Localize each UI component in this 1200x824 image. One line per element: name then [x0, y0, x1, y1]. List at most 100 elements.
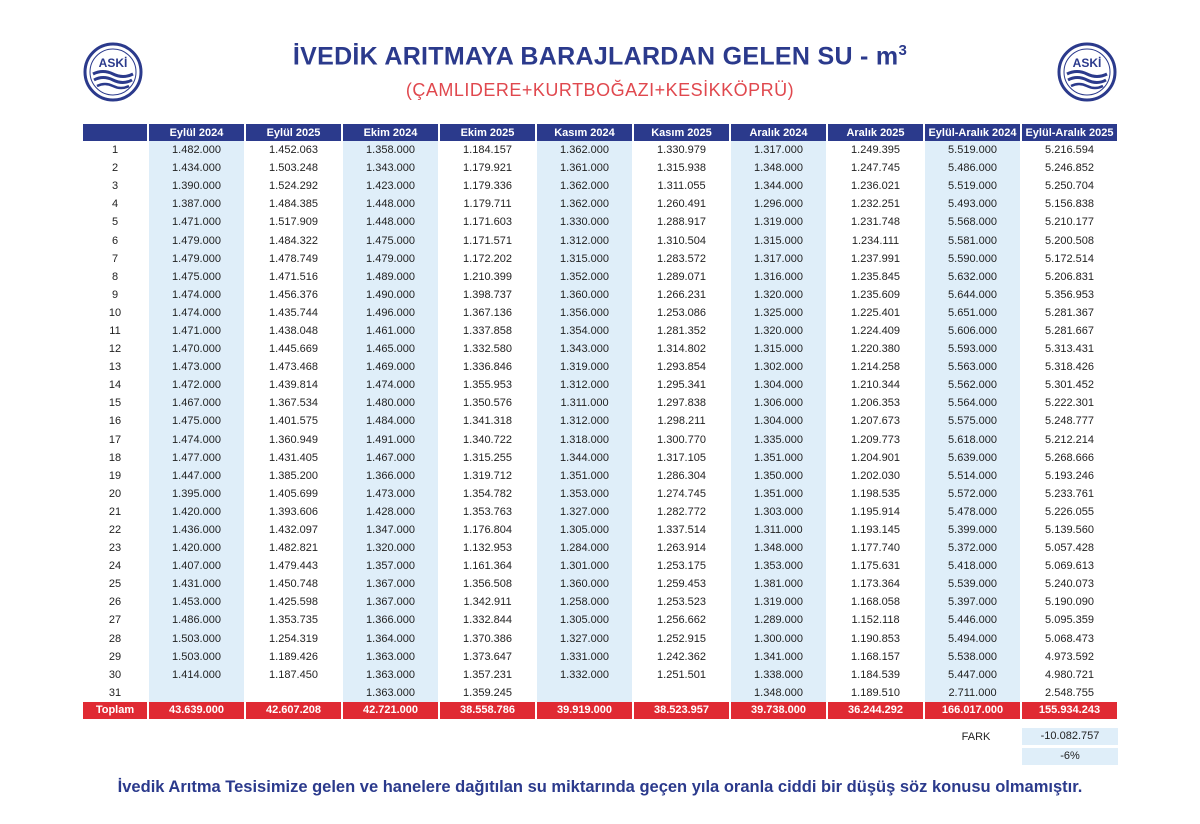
day-cell: 27 — [83, 611, 147, 630]
value-cell: 1.161.364 — [440, 557, 535, 576]
value-cell: 1.398.737 — [440, 285, 535, 304]
value-cell: 1.489.000 — [343, 267, 438, 286]
value-cell: 1.274.745 — [634, 484, 729, 503]
table-row: 17 1.474.000 1.360.949 1.491.000 1.340.722 1.… — [83, 430, 1117, 449]
value-cell: 5.095.359 — [1022, 611, 1117, 630]
value-cell: 5.068.473 — [1022, 629, 1117, 648]
fark-label: FARK — [961, 731, 991, 743]
value-cell: 1.405.699 — [246, 484, 341, 503]
value-cell: 1.434.000 — [149, 159, 244, 178]
value-cell: 5.301.452 — [1022, 376, 1117, 395]
value-cell: 1.304.000 — [731, 376, 826, 395]
value-cell: 5.268.666 — [1022, 448, 1117, 467]
value-cell: 1.517.909 — [246, 213, 341, 232]
value-cell: 5.519.000 — [925, 177, 1020, 196]
value-cell: 1.175.631 — [828, 557, 923, 576]
value-cell: 1.478.749 — [246, 249, 341, 268]
day-cell: 17 — [83, 430, 147, 449]
value-cell: 1.364.000 — [343, 629, 438, 648]
value-cell: 1.360.000 — [537, 575, 632, 594]
value-cell: 1.414.000 — [149, 665, 244, 684]
value-cell: 1.305.000 — [537, 611, 632, 630]
value-cell: 1.210.399 — [440, 267, 535, 286]
value-cell: 1.445.669 — [246, 340, 341, 359]
value-cell: 1.471.516 — [246, 267, 341, 286]
day-cell: 25 — [83, 575, 147, 594]
value-cell: 1.152.118 — [828, 611, 923, 630]
value-cell: 1.470.000 — [149, 340, 244, 359]
value-cell: 1.193.145 — [828, 520, 923, 540]
value-cell: 1.318.000 — [537, 430, 632, 449]
table-row: 8 1.475.000 1.471.516 1.489.000 1.210.399 1.3… — [83, 267, 1117, 286]
column-header: Eylül 2025 — [246, 124, 341, 141]
total-cell: 39.919.000 — [537, 701, 632, 719]
value-cell: 1.350.576 — [440, 394, 535, 413]
value-cell: 1.363.000 — [343, 647, 438, 666]
value-cell: 1.305.000 — [537, 520, 632, 540]
day-cell: 26 — [83, 593, 147, 612]
value-cell: 1.224.409 — [828, 321, 923, 341]
value-cell: 1.482.821 — [246, 539, 341, 558]
total-row: Toplam 43.639.000 42.607.208 42.721.000 38.5… — [83, 701, 1117, 719]
column-header: Ekim 2025 — [440, 124, 535, 141]
value-cell: 1.336.846 — [440, 358, 535, 377]
value-cell: 1.465.000 — [343, 340, 438, 359]
value-cell: 1.190.853 — [828, 629, 923, 648]
day-cell: 9 — [83, 285, 147, 304]
page-subtitle: (ÇAMLIDERE+KURTBOĞAZI+KESİKKÖPRÜ) — [405, 80, 795, 100]
value-cell: 1.343.000 — [537, 340, 632, 359]
value-cell: 1.473.468 — [246, 358, 341, 377]
value-cell: 5.538.000 — [925, 647, 1020, 666]
page-title-text: İVEDİK ARITMAYA BARAJLARDAN GELEN SU - m — [292, 42, 899, 71]
value-cell: 1.172.202 — [440, 249, 535, 268]
total-cell: 39.738.000 — [731, 701, 826, 719]
value-cell: 1.341.318 — [440, 412, 535, 431]
value-cell: 5.606.000 — [925, 321, 1020, 341]
table-row: 4 1.387.000 1.484.385 1.448.000 1.179.711 1.3… — [83, 195, 1117, 214]
value-cell: 5.399.000 — [925, 520, 1020, 540]
total-cell: 42.607.208 — [246, 701, 341, 719]
value-cell: 1.300.000 — [731, 629, 826, 648]
value-cell: 5.313.431 — [1022, 340, 1117, 359]
value-cell: 1.341.000 — [731, 647, 826, 666]
value-cell: 1.357.000 — [343, 557, 438, 576]
value-cell: 1.234.111 — [828, 231, 923, 250]
column-header: Eylül-Aralık 2025 — [1022, 124, 1117, 141]
value-cell: 1.337.858 — [440, 321, 535, 341]
value-cell: 5.651.000 — [925, 303, 1020, 322]
value-cell: 1.207.673 — [828, 412, 923, 431]
logo-text: ASKİ — [1073, 55, 1102, 70]
page-title-unit: 3 — [898, 42, 908, 59]
total-cell: 42.721.000 — [343, 701, 438, 719]
total-cell: 43.639.000 — [149, 701, 244, 719]
value-cell: 1.325.000 — [731, 303, 826, 322]
value-cell: 1.288.917 — [634, 213, 729, 232]
value-cell: 1.263.914 — [634, 539, 729, 558]
day-cell: 30 — [83, 665, 147, 684]
value-cell: 1.320.000 — [731, 321, 826, 341]
value-cell: 1.452.063 — [246, 141, 341, 160]
value-cell: 1.179.921 — [440, 159, 535, 178]
value-cell: 5.212.214 — [1022, 430, 1117, 449]
value-cell: 5.590.000 — [925, 249, 1020, 268]
logo-text: ASKİ — [99, 55, 128, 70]
value-cell: 5.139.560 — [1022, 520, 1117, 540]
value-cell: 1.353.763 — [440, 502, 535, 521]
value-cell: 5.572.000 — [925, 484, 1020, 503]
fark-value: -10.082.757 — [1022, 728, 1118, 745]
value-cell: 5.539.000 — [925, 575, 1020, 594]
value-cell: 5.250.704 — [1022, 177, 1117, 196]
column-header: Eylül-Aralık 2024 — [925, 124, 1020, 141]
value-cell: 1.407.000 — [149, 557, 244, 576]
value-cell: 1.204.901 — [828, 448, 923, 467]
value-cell: 1.195.914 — [828, 502, 923, 521]
page-title: İVEDİK ARITMAYA BARAJLARDAN GELEN SU - m… — [0, 42, 1200, 71]
value-cell: 5.281.367 — [1022, 303, 1117, 322]
value-cell — [537, 683, 632, 702]
day-cell: 2 — [83, 159, 147, 178]
value-cell: 2.711.000 — [925, 683, 1020, 702]
value-cell: 1.256.662 — [634, 611, 729, 630]
value-cell: 1.315.938 — [634, 159, 729, 178]
value-cell: 1.289.000 — [731, 611, 826, 630]
value-cell: 2.548.755 — [1022, 683, 1117, 702]
